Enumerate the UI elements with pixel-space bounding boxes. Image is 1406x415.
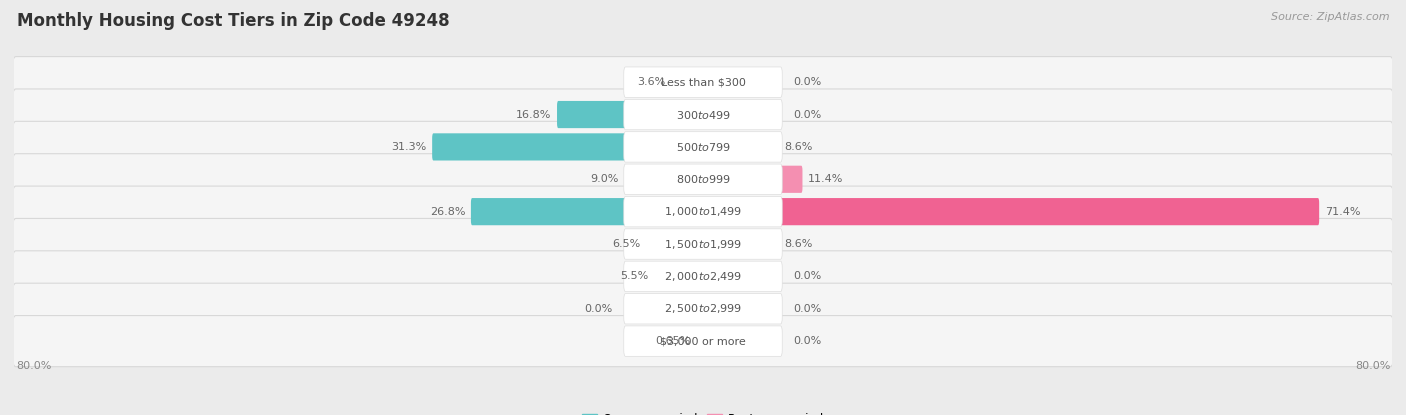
Text: Source: ZipAtlas.com: Source: ZipAtlas.com [1271, 12, 1389, 22]
FancyBboxPatch shape [671, 68, 704, 96]
Text: Monthly Housing Cost Tiers in Zip Code 49248: Monthly Housing Cost Tiers in Zip Code 4… [17, 12, 450, 30]
FancyBboxPatch shape [624, 229, 782, 259]
FancyBboxPatch shape [13, 154, 1393, 205]
Text: 0.0%: 0.0% [793, 110, 821, 120]
FancyBboxPatch shape [13, 186, 1393, 237]
FancyBboxPatch shape [624, 99, 782, 130]
Text: 0.0%: 0.0% [585, 304, 613, 314]
FancyBboxPatch shape [702, 198, 1319, 225]
FancyBboxPatch shape [624, 166, 704, 193]
Legend: Owner-occupied, Renter-occupied: Owner-occupied, Renter-occupied [582, 413, 824, 415]
Text: 8.6%: 8.6% [785, 142, 813, 152]
Text: $1,500 to $1,999: $1,500 to $1,999 [664, 237, 742, 251]
Text: $300 to $499: $300 to $499 [675, 109, 731, 120]
FancyBboxPatch shape [624, 67, 782, 98]
Text: Less than $300: Less than $300 [661, 77, 745, 87]
FancyBboxPatch shape [432, 133, 704, 161]
Text: $800 to $999: $800 to $999 [675, 173, 731, 185]
Text: 5.5%: 5.5% [620, 271, 648, 281]
Text: 11.4%: 11.4% [808, 174, 844, 184]
FancyBboxPatch shape [624, 132, 782, 162]
Text: 0.65%: 0.65% [655, 336, 690, 346]
FancyBboxPatch shape [624, 196, 782, 227]
FancyBboxPatch shape [624, 293, 782, 324]
Text: 6.5%: 6.5% [612, 239, 640, 249]
Text: 3.6%: 3.6% [637, 77, 665, 87]
Text: 0.0%: 0.0% [793, 304, 821, 314]
Text: 0.0%: 0.0% [793, 336, 821, 346]
FancyBboxPatch shape [13, 283, 1393, 334]
Text: 80.0%: 80.0% [15, 361, 51, 371]
Text: $2,500 to $2,999: $2,500 to $2,999 [664, 302, 742, 315]
Text: 26.8%: 26.8% [430, 207, 465, 217]
Text: $2,000 to $2,499: $2,000 to $2,499 [664, 270, 742, 283]
FancyBboxPatch shape [702, 133, 779, 161]
Text: $1,000 to $1,499: $1,000 to $1,499 [664, 205, 742, 218]
Text: 8.6%: 8.6% [785, 239, 813, 249]
FancyBboxPatch shape [13, 89, 1393, 140]
FancyBboxPatch shape [654, 263, 704, 290]
FancyBboxPatch shape [471, 198, 704, 225]
FancyBboxPatch shape [702, 230, 779, 258]
FancyBboxPatch shape [13, 251, 1393, 302]
FancyBboxPatch shape [13, 315, 1393, 367]
Text: 31.3%: 31.3% [391, 142, 426, 152]
FancyBboxPatch shape [624, 261, 782, 292]
Text: 80.0%: 80.0% [1355, 361, 1391, 371]
FancyBboxPatch shape [557, 101, 704, 128]
FancyBboxPatch shape [13, 56, 1393, 108]
FancyBboxPatch shape [696, 327, 704, 355]
Text: $3,000 or more: $3,000 or more [661, 336, 745, 346]
Text: 71.4%: 71.4% [1324, 207, 1360, 217]
Text: $500 to $799: $500 to $799 [675, 141, 731, 153]
FancyBboxPatch shape [13, 121, 1393, 173]
FancyBboxPatch shape [702, 166, 803, 193]
Text: 0.0%: 0.0% [793, 77, 821, 87]
FancyBboxPatch shape [645, 230, 704, 258]
FancyBboxPatch shape [624, 326, 782, 356]
FancyBboxPatch shape [624, 164, 782, 195]
Text: 16.8%: 16.8% [516, 110, 551, 120]
FancyBboxPatch shape [13, 218, 1393, 270]
Text: 9.0%: 9.0% [591, 174, 619, 184]
Text: 0.0%: 0.0% [793, 271, 821, 281]
